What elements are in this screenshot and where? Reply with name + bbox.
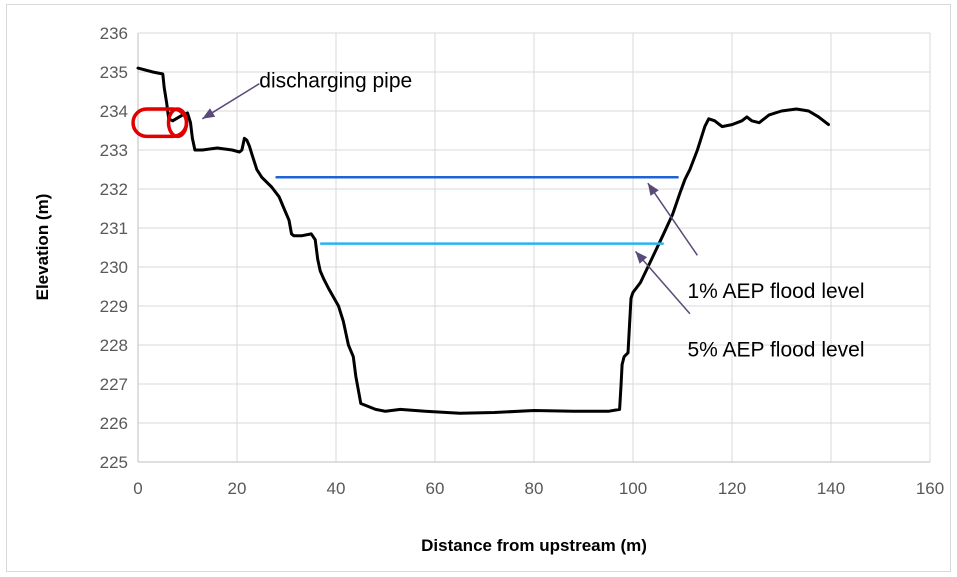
- arrow-line: [634, 250, 691, 315]
- y-tick-label: 233: [100, 141, 128, 160]
- x-axis-title: Distance from upstream (m): [421, 536, 647, 555]
- x-tick-label: 140: [817, 479, 845, 498]
- x-tick-label: 0: [133, 479, 142, 498]
- x-tick-label: 20: [228, 479, 247, 498]
- pipe-body: [131, 107, 189, 139]
- ground-profile-line: [136, 66, 830, 415]
- series-group: [136, 66, 830, 415]
- x-tick-labels: 0 20 40 60 80 100 120 140 160: [133, 479, 944, 498]
- arrow-head: [202, 108, 216, 119]
- x-tick-label: 40: [327, 479, 346, 498]
- y-axis-title: Elevation (m): [33, 194, 52, 301]
- chart-frame: [6, 4, 951, 572]
- x-tick-label: 100: [619, 479, 647, 498]
- y-tick-labels: 225 226 227 228 229 230 231 232 233 234 235 236: [100, 24, 128, 472]
- y-tick-label: 229: [100, 297, 128, 316]
- arrows: [201, 83, 698, 315]
- y-tick-label: 232: [100, 180, 128, 199]
- arrow-line: [647, 182, 698, 256]
- y-tick-label: 236: [100, 24, 128, 43]
- x-tick-label: 80: [525, 479, 544, 498]
- y-tick-label: 225: [100, 453, 128, 472]
- pipe-icon: [131, 107, 189, 139]
- x-tick-label: 160: [916, 479, 944, 498]
- pipe-end: [166, 107, 189, 139]
- grid: [138, 32, 931, 462]
- x-tick-label: 60: [426, 479, 445, 498]
- arrow-head: [647, 183, 659, 196]
- axes: [137, 33, 930, 463]
- annotations: discharging pipe 1% AEP flood level 5% AEP…: [259, 70, 864, 362]
- y-tick-label: 231: [100, 219, 128, 238]
- y-tick-label: 226: [100, 414, 128, 433]
- arrow-head: [635, 251, 648, 264]
- y-tick-label: 234: [100, 102, 128, 121]
- y-tick-label: 230: [100, 258, 128, 277]
- annotation-label: 1% AEP flood level: [687, 280, 864, 303]
- y-tick-label: 227: [100, 375, 128, 394]
- y-tick-label: 228: [100, 336, 128, 355]
- x-tick-label: 120: [718, 479, 746, 498]
- y-tick-label: 235: [100, 63, 128, 82]
- annotation-label: 5% AEP flood level: [687, 339, 864, 362]
- annotation-label: discharging pipe: [259, 70, 412, 93]
